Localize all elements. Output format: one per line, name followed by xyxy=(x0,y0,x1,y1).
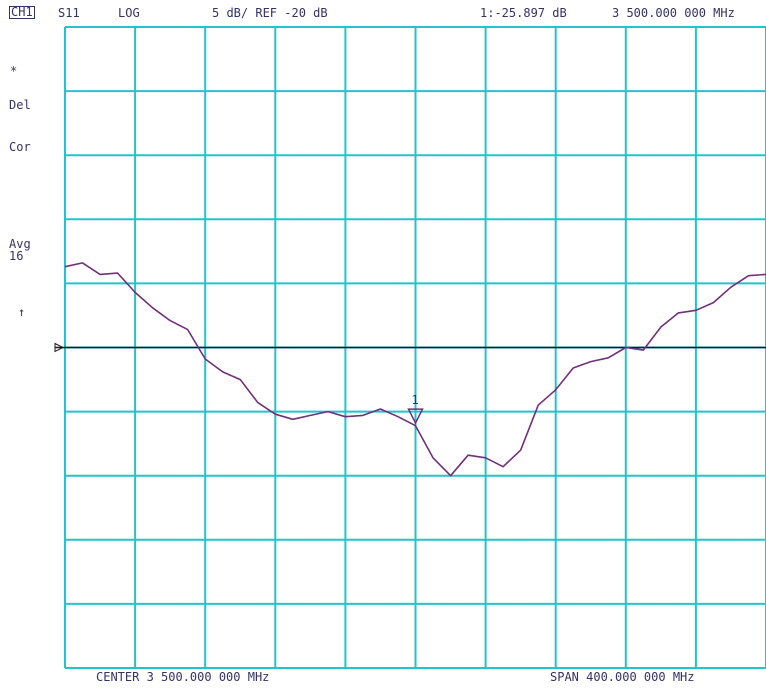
trace-line xyxy=(64,262,766,477)
marker-1-label: 1 xyxy=(411,393,419,408)
span-frequency: SPAN 400.000 000 MHz xyxy=(550,670,695,684)
marker-frequency: 3 500.000 000 MHz xyxy=(612,6,735,20)
channel-indicator: CH1 xyxy=(9,5,35,19)
parameter-label: S11 xyxy=(58,6,80,20)
format-label: LOG xyxy=(118,6,140,20)
correction-indicator: Cor xyxy=(9,140,31,154)
scale-ref-label: 5 dB/ REF -20 dB xyxy=(212,6,328,20)
center-frequency: CENTER 3 500.000 000 MHz xyxy=(96,670,270,684)
averaging-count: 16 xyxy=(9,249,24,263)
reference-arrow-icon: ↑ xyxy=(18,305,26,319)
averaging-indicator: Avg xyxy=(9,237,31,251)
status-asterisk: * xyxy=(10,64,18,78)
grid xyxy=(64,26,766,669)
marker-triangle xyxy=(407,408,424,425)
marker-readout: 1:-25.897 dB xyxy=(480,6,567,20)
delay-indicator: Del xyxy=(9,98,31,112)
marker-1 xyxy=(407,408,424,425)
reference-position-marker xyxy=(54,342,65,353)
